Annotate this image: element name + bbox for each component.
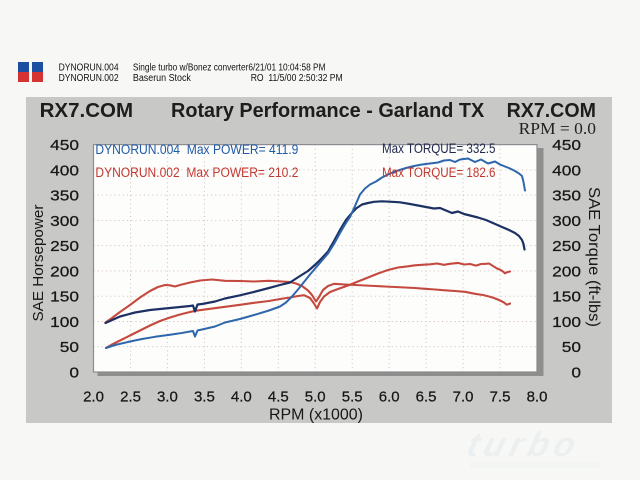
svg-text:50: 50 [562, 339, 581, 356]
svg-text:Rotary Performance - Garland T: Rotary Performance - Garland TX [171, 100, 485, 122]
svg-text:250: 250 [552, 238, 581, 255]
svg-text:150: 150 [552, 289, 581, 306]
svg-text:200: 200 [552, 263, 581, 280]
svg-text:6.5: 6.5 [416, 389, 437, 406]
svg-text:RO 11/5/00 2:50:32 PM: RO 11/5/00 2:50:32 PM [251, 73, 343, 84]
svg-text:Max TORQUE= 332.5: Max TORQUE= 332.5 [382, 141, 496, 156]
svg-text:4.0: 4.0 [231, 389, 252, 406]
svg-text:7.0: 7.0 [453, 389, 474, 406]
svg-text:200: 200 [50, 263, 79, 280]
svg-text:100: 100 [50, 314, 79, 331]
svg-text:300: 300 [552, 213, 581, 230]
svg-text:300: 300 [50, 213, 79, 230]
svg-text:DYNORUN.002 Max POWER= 210.2: DYNORUN.002 Max POWER= 210.2 [95, 165, 298, 180]
svg-text:50: 50 [60, 339, 79, 356]
svg-text:100: 100 [552, 314, 581, 331]
svg-text:2.5: 2.5 [120, 389, 141, 406]
svg-text:DYNORUN.002: DYNORUN.002 [59, 73, 119, 84]
svg-text:2.0: 2.0 [83, 389, 104, 406]
svg-text:Max TORQUE= 182.6: Max TORQUE= 182.6 [382, 165, 496, 180]
svg-text:Single turbo w/Bonez converter: Single turbo w/Bonez converter6/21/01 10… [133, 63, 326, 74]
svg-text:3.0: 3.0 [157, 389, 178, 406]
svg-text:DYNORUN.004: DYNORUN.004 [59, 63, 119, 74]
svg-text:350: 350 [50, 188, 79, 205]
svg-text:0: 0 [69, 365, 79, 382]
svg-text:150: 150 [50, 289, 79, 306]
svg-text:5.5: 5.5 [342, 389, 363, 406]
svg-text:8.0: 8.0 [527, 389, 548, 406]
svg-text:RPM (x1000): RPM (x1000) [269, 407, 363, 424]
svg-text:4.5: 4.5 [268, 389, 289, 406]
svg-text:Baserun Stock: Baserun Stock [133, 73, 192, 84]
svg-text:SAE Horsepower: SAE Horsepower [30, 205, 47, 322]
svg-text:RX7.COM: RX7.COM [507, 100, 596, 122]
svg-text:SAE Torque (ft-lbs): SAE Torque (ft-lbs) [585, 187, 602, 327]
svg-text:RPM = 0.0: RPM = 0.0 [519, 119, 596, 138]
svg-text:3.5: 3.5 [194, 389, 215, 406]
svg-text:450: 450 [552, 137, 581, 154]
svg-text:0: 0 [571, 365, 581, 382]
svg-text:350: 350 [552, 188, 581, 205]
svg-text:250: 250 [50, 238, 79, 255]
svg-text:5.0: 5.0 [305, 389, 326, 406]
svg-text:RX7.COM: RX7.COM [40, 100, 134, 122]
svg-text:DYNORUN.004 Max POWER= 411.9: DYNORUN.004 Max POWER= 411.9 [95, 142, 298, 157]
svg-text:6.0: 6.0 [379, 389, 400, 406]
svg-text:450: 450 [50, 137, 79, 154]
svg-text:400: 400 [552, 162, 581, 179]
svg-text:400: 400 [50, 162, 79, 179]
svg-text:7.5: 7.5 [490, 389, 511, 406]
